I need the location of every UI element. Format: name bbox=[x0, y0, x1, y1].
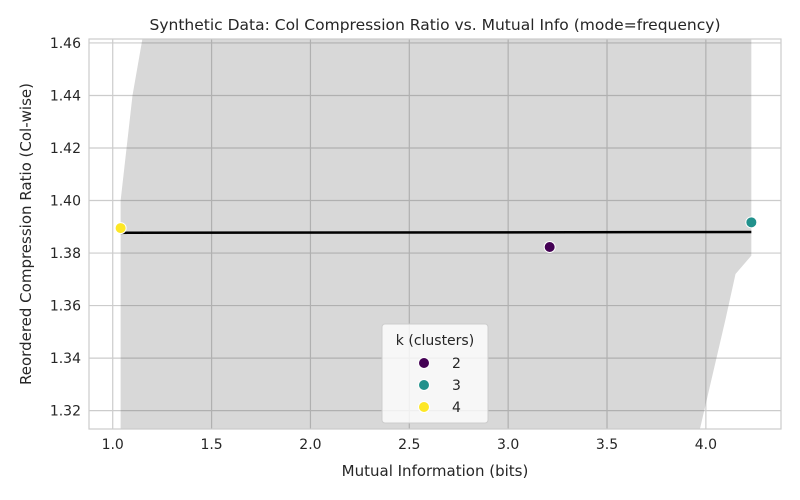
x-tick-label: 1.0 bbox=[102, 437, 124, 453]
regression-line bbox=[120, 230, 752, 235]
legend-title: k (clusters) bbox=[396, 333, 474, 349]
y-tick-label: 1.32 bbox=[50, 404, 81, 420]
x-tick-labels: 1.0 1.5 2.0 2.5 3.0 3.5 4.0 bbox=[102, 437, 717, 453]
x-tick-label: 2.0 bbox=[299, 437, 321, 453]
legend-label-k3: 3 bbox=[452, 378, 461, 394]
points-layer bbox=[114, 216, 758, 253]
x-tick-label: 1.5 bbox=[200, 437, 222, 453]
data-point-k2 bbox=[543, 241, 556, 253]
legend-box bbox=[381, 323, 489, 424]
data-point-k4 bbox=[114, 222, 127, 235]
x-tick-label: 2.5 bbox=[398, 437, 420, 453]
legend-label-k2: 2 bbox=[452, 356, 461, 372]
y-tick-labels: 1.32 1.34 1.36 1.38 1.40 1.42 1.44 1.46 bbox=[50, 36, 81, 420]
confidence-band bbox=[120, 39, 752, 429]
y-tick-label: 1.34 bbox=[50, 351, 81, 367]
legend-items: 2 3 4 bbox=[418, 356, 461, 416]
y-tick-label: 1.44 bbox=[50, 88, 81, 104]
y-axis-label: Reordered Compression Ratio (Col-wise) bbox=[17, 83, 35, 385]
y-tick-label: 1.42 bbox=[50, 141, 81, 157]
confidence-band-layer bbox=[120, 39, 752, 429]
x-axis-label: Mutual Information (bits) bbox=[342, 462, 529, 480]
x-tick-label: 4.0 bbox=[695, 437, 717, 453]
legend: k (clusters) 2 3 4 bbox=[381, 323, 489, 424]
x-tick-label: 3.0 bbox=[497, 437, 519, 453]
y-tick-label: 1.40 bbox=[50, 194, 81, 210]
legend-label-k4: 4 bbox=[452, 400, 461, 416]
regression-layer bbox=[120, 230, 752, 235]
chart-title: Synthetic Data: Col Compression Ratio vs… bbox=[149, 16, 720, 34]
plot-frame bbox=[88, 38, 782, 430]
legend-marker-k3 bbox=[418, 379, 430, 391]
y-tick-label: 1.36 bbox=[50, 299, 81, 315]
y-tick-label: 1.38 bbox=[50, 246, 81, 262]
y-tick-label: 1.46 bbox=[50, 36, 81, 52]
legend-marker-k4 bbox=[418, 401, 430, 413]
x-tick-label: 3.5 bbox=[596, 437, 618, 453]
legend-marker-k2 bbox=[418, 357, 430, 369]
data-point-k3 bbox=[745, 216, 758, 229]
